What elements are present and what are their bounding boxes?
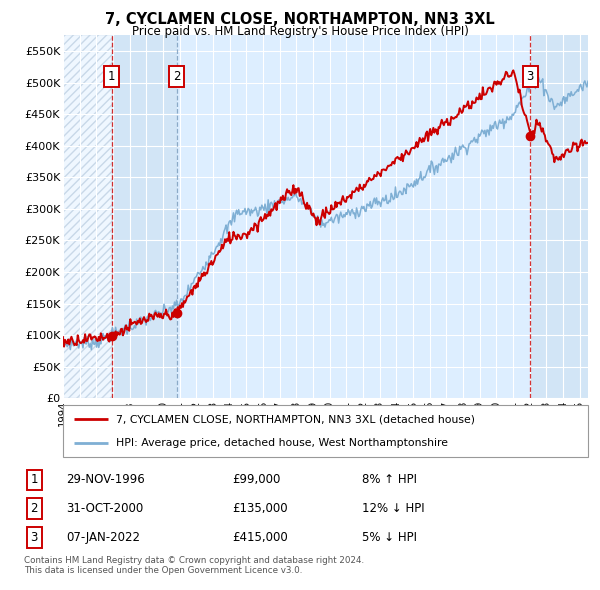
- Text: Contains HM Land Registry data © Crown copyright and database right 2024.
This d: Contains HM Land Registry data © Crown c…: [24, 556, 364, 575]
- Text: £415,000: £415,000: [233, 531, 289, 544]
- Text: 3: 3: [31, 531, 38, 544]
- Bar: [63, 35, 112, 398]
- Text: 3: 3: [527, 70, 534, 83]
- Text: Price paid vs. HM Land Registry's House Price Index (HPI): Price paid vs. HM Land Registry's House …: [131, 25, 469, 38]
- Text: 12% ↓ HPI: 12% ↓ HPI: [362, 502, 425, 515]
- Bar: [63, 35, 112, 398]
- Text: £99,000: £99,000: [233, 473, 281, 486]
- FancyBboxPatch shape: [63, 405, 588, 457]
- Text: 2: 2: [173, 70, 181, 83]
- Text: 29-NOV-1996: 29-NOV-1996: [66, 473, 145, 486]
- Text: 8% ↑ HPI: 8% ↑ HPI: [362, 473, 418, 486]
- Text: 07-JAN-2022: 07-JAN-2022: [66, 531, 140, 544]
- Text: 7, CYCLAMEN CLOSE, NORTHAMPTON, NN3 3XL (detached house): 7, CYCLAMEN CLOSE, NORTHAMPTON, NN3 3XL …: [115, 414, 475, 424]
- Text: £135,000: £135,000: [233, 502, 289, 515]
- Text: 1: 1: [108, 70, 115, 83]
- Text: HPI: Average price, detached house, West Northamptonshire: HPI: Average price, detached house, West…: [115, 438, 448, 448]
- Text: 2: 2: [31, 502, 38, 515]
- Text: 7, CYCLAMEN CLOSE, NORTHAMPTON, NN3 3XL: 7, CYCLAMEN CLOSE, NORTHAMPTON, NN3 3XL: [105, 12, 495, 27]
- Bar: [530, 35, 588, 398]
- Text: 31-OCT-2000: 31-OCT-2000: [66, 502, 143, 515]
- Text: 5% ↓ HPI: 5% ↓ HPI: [362, 531, 418, 544]
- Text: 1: 1: [31, 473, 38, 486]
- Bar: [112, 35, 177, 398]
